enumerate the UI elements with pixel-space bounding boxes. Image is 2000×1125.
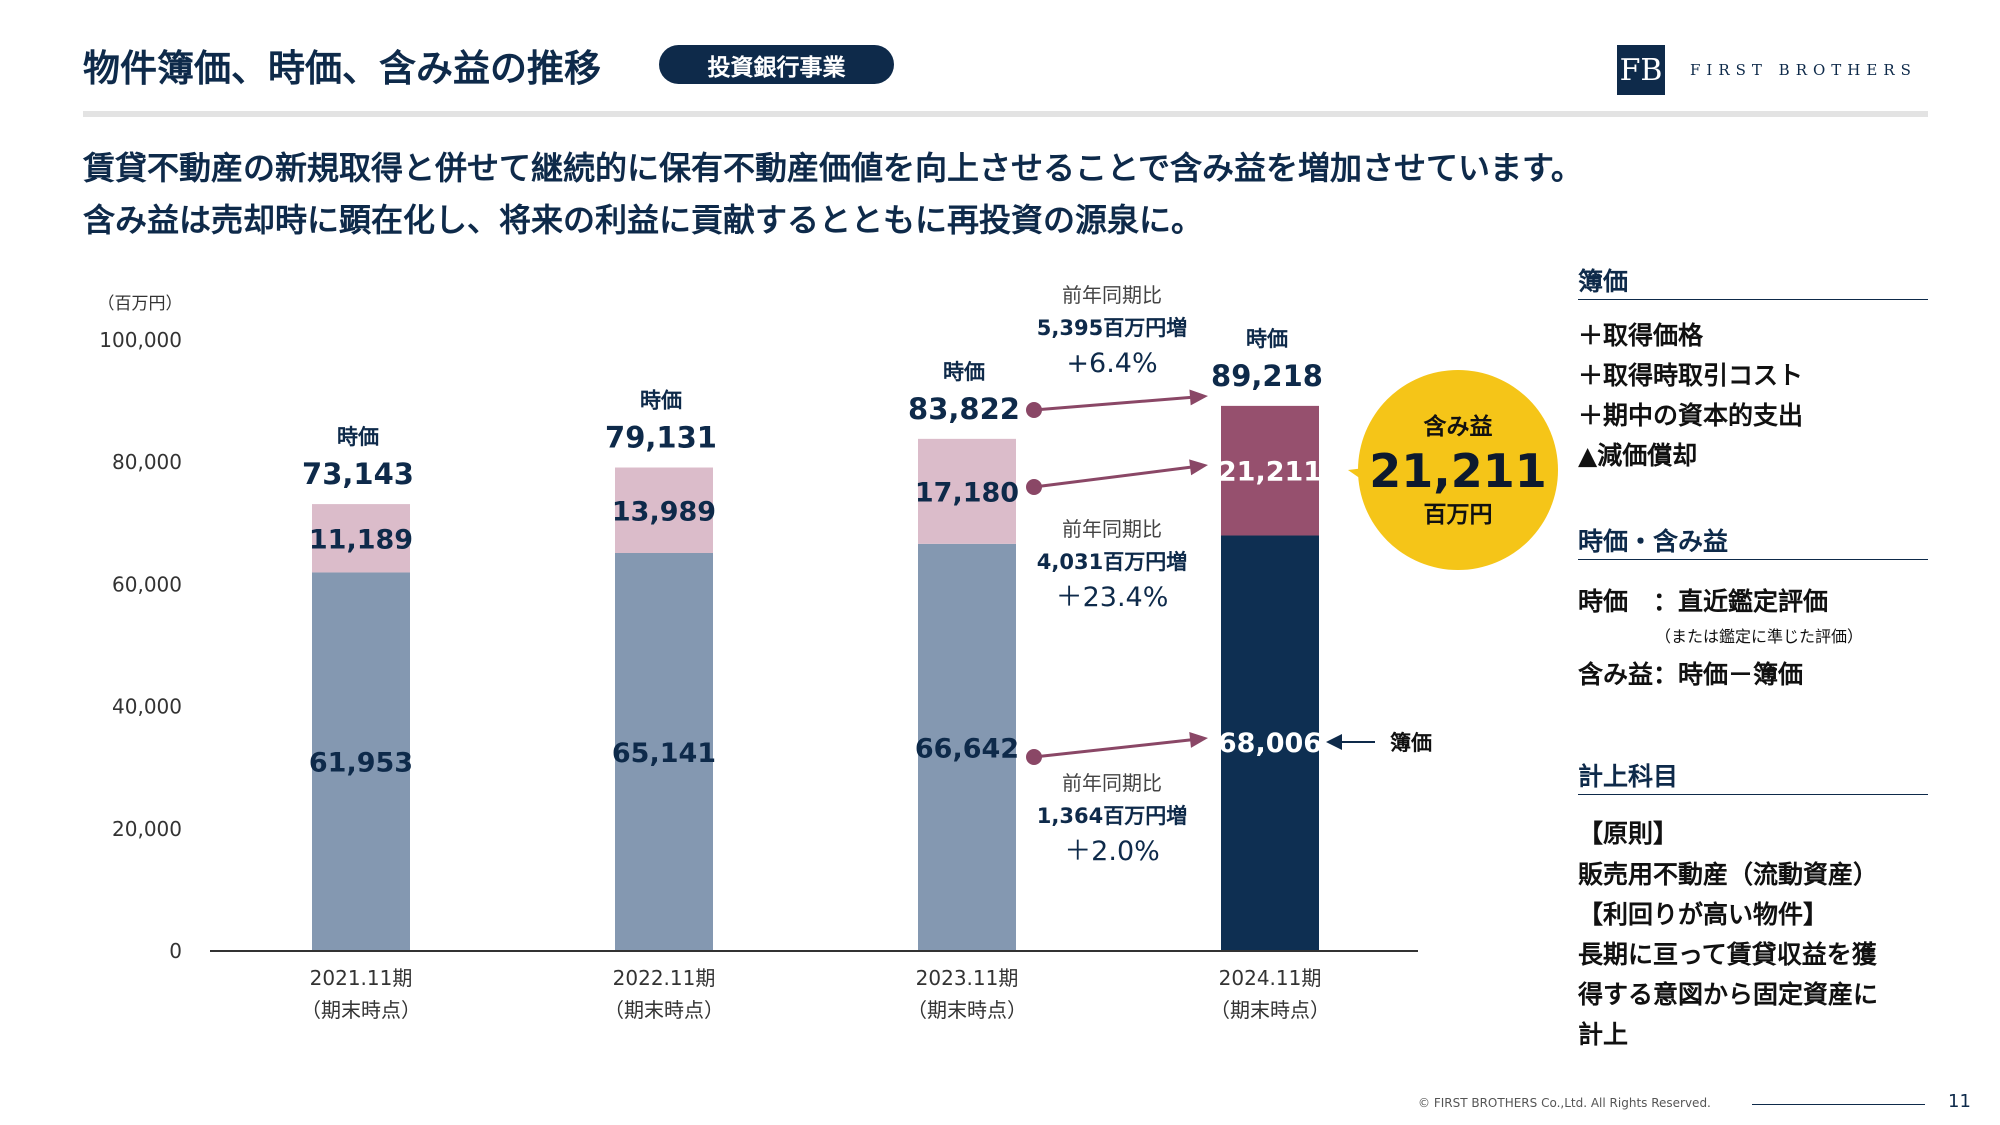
market-value-title: 時価 (337, 425, 379, 449)
bar-book-value (615, 552, 713, 951)
y-tick-label: 20,000 (112, 817, 182, 841)
sidebar-book-item: ＋期中の資本的支出 (1578, 401, 1804, 430)
bar-gain-label: 13,989 (612, 496, 716, 527)
sidebar-book-item: ＋取得時取引コスト (1578, 361, 1804, 390)
bar-book-value (312, 572, 410, 951)
bar-book-value-label: 65,141 (612, 738, 716, 769)
segment-badge: 投資銀行事業 (659, 45, 894, 84)
sidebar-heading-market-value: 時価・含み益 (1578, 527, 1729, 556)
annotation-pct: ＋2.0% (1064, 836, 1160, 867)
y-tick-label: 100,000 (99, 328, 182, 352)
arrow-line (1033, 395, 1195, 412)
x-category-sublabel: （期末時点） (301, 998, 421, 1022)
y-tick-label: 60,000 (112, 572, 182, 596)
company-logo-text: FIRST BROTHERS (1690, 61, 1917, 79)
sidebar-rule (1578, 299, 1928, 300)
stacked-bar-chart: （百万円） 100,000 80,000 60,000 40,000 20,000 0 6… (98, 283, 1558, 1022)
y-tick-label: 40,000 (112, 695, 182, 719)
page-title: 物件簿価、時価、含み益の推移 (83, 47, 601, 90)
x-category-label: 2022.11期 (613, 966, 716, 990)
annotation-title: 前年同期比 (1062, 771, 1162, 795)
sidebar-acct-line: 【利回りが高い物件】 (1578, 900, 1829, 929)
sidebar-gain-definition: 含み益：時価－簿価 (1578, 660, 1804, 689)
bar-book-value-label: 61,953 (309, 748, 413, 779)
x-category-sublabel: （期末時点） (907, 998, 1027, 1022)
annotation-amount: 1,364百万円増 (1037, 804, 1187, 828)
arrow-line (1033, 465, 1195, 489)
book-pointer-arrowhead (1326, 734, 1342, 750)
bar-book-value (1221, 535, 1319, 951)
market-value-title: 時価 (943, 360, 985, 384)
annotation-pct: ＋23.4% (1056, 582, 1169, 613)
sidebar-acct-line: 得する意図から固定資産に (1578, 980, 1879, 1009)
sidebar-book-item: ▲減価償却 (1578, 441, 1698, 470)
market-value-label: 73,143 (302, 457, 414, 491)
sidebar-rule (1578, 794, 1928, 795)
y-axis-ticks: 100,000 80,000 60,000 40,000 20,000 0 (99, 328, 182, 963)
x-category-label: 2024.11期 (1219, 966, 1322, 990)
growth-annotation-gain: 前年同期比 4,031百万円増 ＋23.4% (1037, 517, 1187, 613)
sidebar-heading-accounting: 計上科目 (1578, 762, 1679, 791)
page-number: 11 (1948, 1091, 1971, 1112)
bar-book-value-label: 66,642 (915, 733, 1019, 764)
bar-group: 61,953 11,189 65,141 13,989 66,642 17,180 68,0… (309, 405, 1322, 951)
sidebar-acct-line: 計上 (1578, 1020, 1629, 1049)
market-value-title: 時価 (1246, 327, 1288, 351)
x-category-sublabel: （期末時点） (1210, 998, 1330, 1022)
bar-unrealized-gain (1221, 405, 1319, 536)
market-value-label: 79,131 (605, 421, 717, 455)
arrow-head (1189, 459, 1208, 476)
annotation-amount: 4,031百万円増 (1037, 550, 1187, 574)
book-pointer-label: 簿価 (1390, 731, 1432, 755)
unrealized-gain-bubble: 含み益 21,211 百万円 (1348, 370, 1558, 570)
x-category-label: 2021.11期 (310, 966, 413, 990)
annotation-title: 前年同期比 (1062, 283, 1162, 307)
lead-line-1: 賃貸不動産の新規取得と併せて継続的に保有不動産価値を向上させることで含み益を増加… (83, 149, 1583, 187)
growth-annotation-market: 前年同期比 5,395百万円増 +6.4% (1037, 283, 1187, 379)
bar-unrealized-gain (312, 504, 410, 573)
sidebar-mv-definition: 時価 ：直近鑑定評価 (1578, 587, 1829, 616)
bubble-title: 含み益 (1424, 413, 1493, 440)
y-tick-label: 80,000 (112, 450, 182, 474)
annotation-title: 前年同期比 (1062, 517, 1162, 541)
bar-gain-label: 11,189 (309, 524, 413, 555)
y-tick-label: 0 (169, 939, 182, 963)
sidebar-heading-book: 簿価 (1578, 267, 1629, 296)
arrow-head (1189, 389, 1208, 406)
annotation-pct: +6.4% (1066, 348, 1157, 379)
bubble-unit: 百万円 (1424, 502, 1493, 528)
bar-unrealized-gain (615, 467, 713, 553)
sidebar-acct-line: 【原則】 (1578, 819, 1679, 848)
x-category-sublabel: （期末時点） (604, 998, 724, 1022)
market-value-label: 89,218 (1211, 359, 1323, 393)
sidebar-rule (1578, 559, 1928, 560)
market-value-labels: 時価 73,143 時価 79,131 時価 83,822 時価 89,218 (302, 327, 1323, 491)
lead-line-2: 含み益は売却時に顕在化し、将来の利益に貢献するとともに再投資の源泉に。 (83, 201, 1204, 239)
arrow-line (1033, 738, 1195, 759)
sidebar-acct-line: 長期に亘って賃貸収益を獲 (1578, 940, 1877, 969)
bubble-circle (1358, 370, 1558, 570)
bubble-value: 21,211 (1369, 444, 1547, 498)
growth-arrows (1026, 389, 1208, 765)
bar-gain-label: 21,211 (1218, 457, 1322, 488)
annotation-amount: 5,395百万円増 (1037, 316, 1187, 340)
x-category-label: 2023.11期 (916, 966, 1019, 990)
bar-book-value (918, 543, 1016, 951)
unit-label: （百万円） (98, 294, 183, 314)
arrow-head (1189, 732, 1208, 748)
bar-book-value-label: 68,006 (1218, 728, 1322, 759)
sidebar-book-item: ＋取得価格 (1578, 321, 1704, 350)
footer-rule (1752, 1104, 1925, 1105)
market-value-label: 83,822 (908, 392, 1020, 426)
bar-gain-label: 17,180 (915, 477, 1019, 508)
header-divider (83, 111, 1928, 117)
market-value-title: 時価 (640, 389, 682, 413)
sidebar-acct-line: 販売用不動産（流動資産） (1578, 860, 1879, 889)
x-axis-labels: 2021.11期 （期末時点） 2022.11期 （期末時点） 2023.11期 （期末時… (301, 966, 1330, 1022)
bar-unrealized-gain (918, 438, 1016, 544)
company-logo-mark: FB (1617, 45, 1665, 95)
growth-annotation-book: 前年同期比 1,364百万円増 ＋2.0% (1037, 771, 1187, 867)
copyright: © FIRST BROTHERS Co.,Ltd. All Rights Res… (1418, 1096, 1711, 1110)
sidebar-mv-note: （または鑑定に準じた評価） (1655, 627, 1864, 646)
